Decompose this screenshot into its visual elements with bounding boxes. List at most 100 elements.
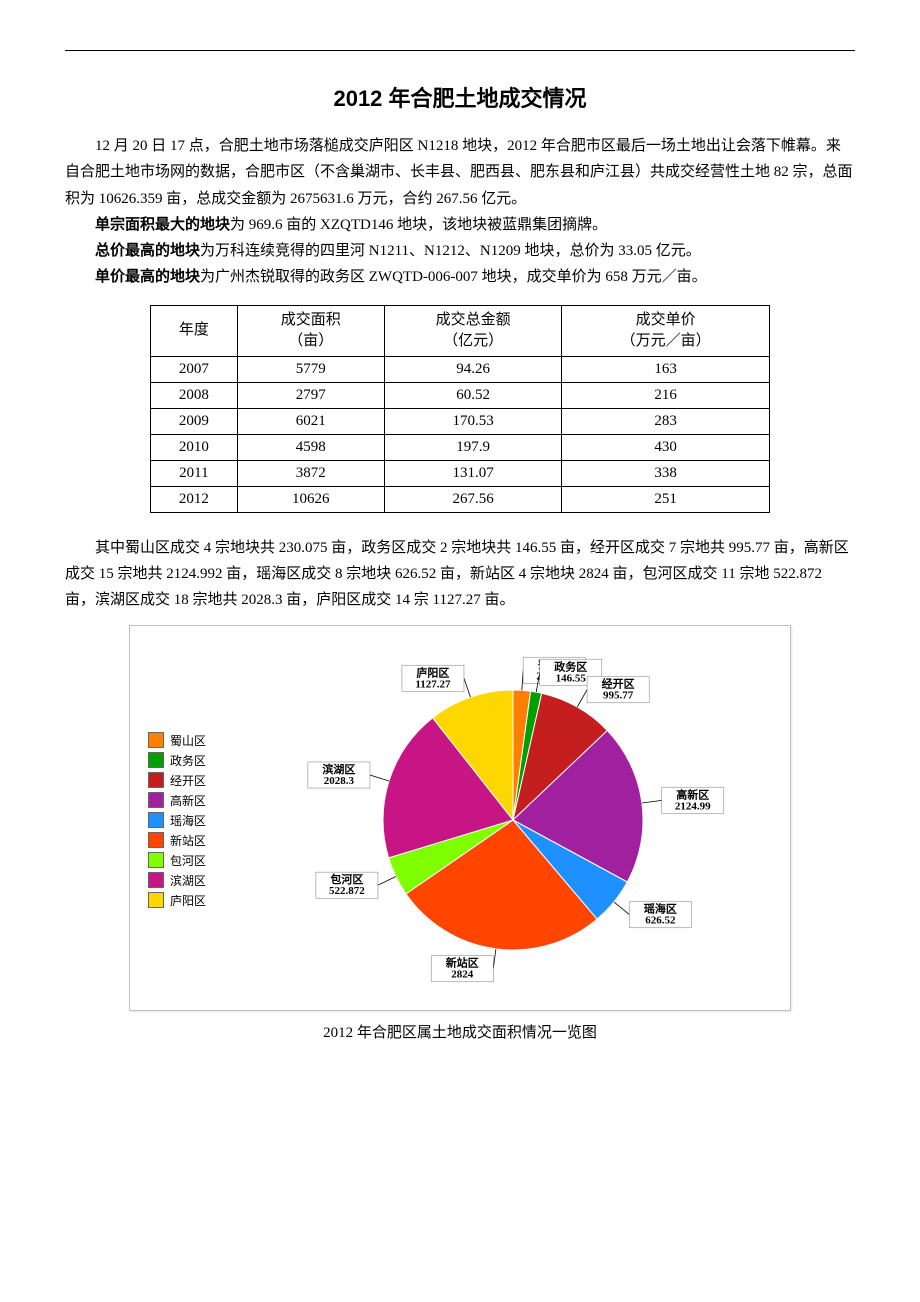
pie-legend: 蜀山区政务区经开区高新区瑶海区新站区包河区滨湖区庐阳区 (148, 729, 248, 912)
legend-label: 庐阳区 (170, 892, 206, 909)
table-cell: 94.26 (384, 356, 561, 382)
slice-label-name: 经开区 (602, 677, 635, 691)
table-header-row: 年度成交面积（亩）成交总金额（亿元）成交单价（万元／亩） (151, 305, 770, 356)
legend-item: 蜀山区 (148, 732, 248, 749)
table-row: 201210626267.56251 (151, 486, 770, 512)
table-cell: 6021 (237, 408, 384, 434)
legend-swatch (148, 792, 164, 808)
slice-label-name: 庐阳区 (416, 666, 449, 680)
paragraph-3: 总价最高的地块为万科连续竞得的四里河 N1211、N1212、N1209 地块，… (65, 238, 855, 264)
table-header-cell: 成交面积（亩） (237, 305, 384, 356)
paragraph-5: 其中蜀山区成交 4 宗地块共 230.075 亩，政务区成交 2 宗地块共 14… (65, 535, 855, 614)
table-cell: 2008 (151, 382, 238, 408)
leader-line (378, 877, 396, 886)
slice-label-value: 2028.3 (324, 775, 355, 787)
p2-bold: 单宗面积最大的地块 (95, 216, 230, 233)
slice-label-value: 146.55 (556, 673, 587, 685)
table-header-cell: 成交总金额（亿元） (384, 305, 561, 356)
page: 2012 年合肥土地成交情况 12 月 20 日 17 点，合肥土地市场落槌成交… (65, 0, 855, 1082)
table-cell: 5779 (237, 356, 384, 382)
table-cell: 2007 (151, 356, 238, 382)
table-cell: 338 (562, 460, 770, 486)
pie-chart-container: 蜀山区政务区经开区高新区瑶海区新站区包河区滨湖区庐阳区 蜀山区230.075政务… (129, 625, 791, 1011)
pie-area: 蜀山区230.075政务区146.55经开区995.77高新区2124.99瑶海… (264, 650, 772, 990)
table-cell: 4598 (237, 434, 384, 460)
table-cell: 430 (562, 434, 770, 460)
legend-item: 滨湖区 (148, 872, 248, 889)
slice-label-value: 2824 (451, 969, 474, 981)
table-cell: 2012 (151, 486, 238, 512)
table-cell: 60.52 (384, 382, 561, 408)
slice-label-name: 政务区 (554, 660, 587, 674)
chart-inner: 蜀山区政务区经开区高新区瑶海区新站区包河区滨湖区庐阳区 蜀山区230.075政务… (148, 650, 772, 990)
legend-swatch (148, 812, 164, 828)
table-cell: 2010 (151, 434, 238, 460)
table-cell: 197.9 (384, 434, 561, 460)
slice-label-name: 包河区 (329, 872, 363, 886)
table-cell: 267.56 (384, 486, 561, 512)
pie-svg: 蜀山区230.075政务区146.55经开区995.77高新区2124.99瑶海… (283, 650, 753, 990)
legend-label: 蜀山区 (170, 732, 206, 749)
slice-label-value: 2124.99 (675, 801, 711, 813)
table-cell: 170.53 (384, 408, 561, 434)
slice-label-name: 高新区 (676, 788, 709, 802)
slice-label-name: 新站区 (446, 956, 479, 970)
legend-label: 政务区 (170, 752, 206, 769)
table-cell: 2009 (151, 408, 238, 434)
table-row: 20096021170.53283 (151, 408, 770, 434)
page-title: 2012 年合肥土地成交情况 (65, 81, 855, 113)
leader-line (370, 775, 389, 781)
p3-bold: 总价最高的地块 (95, 242, 200, 259)
legend-swatch (148, 752, 164, 768)
table-header-cell: 年度 (151, 305, 238, 356)
paragraph-1: 12 月 20 日 17 点，合肥土地市场落槌成交庐阳区 N1218 地块，20… (65, 133, 855, 212)
legend-item: 高新区 (148, 792, 248, 809)
legend-item: 新站区 (148, 832, 248, 849)
table-cell: 251 (562, 486, 770, 512)
table-cell: 2011 (151, 460, 238, 486)
legend-swatch (148, 732, 164, 748)
slice-label-value: 522.872 (329, 885, 365, 897)
top-rule (65, 50, 855, 51)
table-header-cell: 成交单价（万元／亩） (562, 305, 770, 356)
legend-item: 政务区 (148, 752, 248, 769)
slice-label-name: 瑶海区 (644, 902, 677, 916)
table-body: 2007577994.261632008279760.5221620096021… (151, 356, 770, 512)
legend-label: 包河区 (170, 852, 206, 869)
paragraph-4: 单价最高的地块为广州杰锐取得的政务区 ZWQTD-006-007 地块，成交单价… (65, 264, 855, 290)
chart-caption: 2012 年合肥区属土地成交面积情况一览图 (65, 1021, 855, 1042)
leader-line (493, 949, 496, 969)
p2-rest: 为 969.6 亩的 XZQTD146 地块，该地块被蓝鼎集团摘牌。 (230, 217, 607, 233)
legend-label: 滨湖区 (170, 872, 206, 889)
slice-label-value: 995.77 (603, 690, 634, 702)
leader-line (577, 690, 587, 707)
legend-label: 瑶海区 (170, 812, 206, 829)
legend-item: 瑶海区 (148, 812, 248, 829)
legend-swatch (148, 892, 164, 908)
table-row: 2007577994.26163 (151, 356, 770, 382)
legend-label: 经开区 (170, 772, 206, 789)
p3-rest: 为万科连续竞得的四里河 N1211、N1212、N1209 地块，总价为 33.… (200, 243, 701, 259)
table-row: 20113872131.07338 (151, 460, 770, 486)
legend-label: 新站区 (170, 832, 206, 849)
slice-label-name: 滨湖区 (322, 762, 355, 776)
table-cell: 163 (562, 356, 770, 382)
paragraph-2: 单宗面积最大的地块为 969.6 亩的 XZQTD146 地块，该地块被蓝鼎集团… (65, 212, 855, 238)
table-cell: 10626 (237, 486, 384, 512)
legend-item: 包河区 (148, 852, 248, 869)
legend-label: 高新区 (170, 792, 206, 809)
table-cell: 283 (562, 408, 770, 434)
slice-label-value: 626.52 (645, 915, 676, 927)
legend-item: 经开区 (148, 772, 248, 789)
legend-swatch (148, 852, 164, 868)
p4-rest: 为广州杰锐取得的政务区 ZWQTD-006-007 地块，成交单价为 658 万… (200, 269, 707, 285)
table-cell: 3872 (237, 460, 384, 486)
legend-swatch (148, 772, 164, 788)
table-cell: 131.07 (384, 460, 561, 486)
legend-swatch (148, 872, 164, 888)
leader-line (642, 801, 662, 804)
legend-item: 庐阳区 (148, 892, 248, 909)
p4-bold: 单价最高的地块 (95, 268, 200, 285)
table-cell: 216 (562, 382, 770, 408)
table-row: 2008279760.52216 (151, 382, 770, 408)
